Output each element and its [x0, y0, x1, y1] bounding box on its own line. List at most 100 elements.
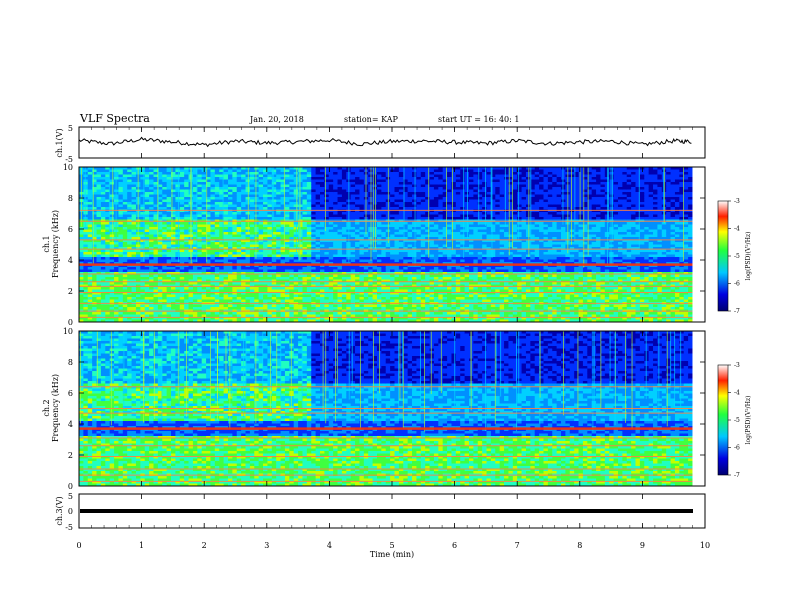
spectrogram-cell	[324, 299, 330, 303]
spectrogram-cell	[249, 252, 255, 255]
spectrogram-cell	[385, 259, 391, 263]
spectrogram-cell	[341, 234, 347, 238]
spectrogram-cell	[276, 312, 281, 315]
spectrogram-cell	[398, 297, 404, 300]
spectrogram-cell	[135, 267, 141, 270]
spectrogram-cell	[267, 274, 273, 278]
spectrogram-cell	[157, 319, 163, 323]
spectrogram-cell	[109, 252, 115, 255]
spectrogram-cell	[162, 264, 168, 268]
spectrogram-cell	[407, 169, 413, 173]
spectrogram-cell	[171, 269, 176, 273]
spectrogram-cell	[306, 259, 312, 263]
spectrogram-cell	[381, 212, 387, 215]
spectrogram-cell	[96, 287, 102, 290]
spectrogram-cell	[127, 234, 132, 238]
spectrogram-cell	[350, 194, 356, 198]
spectrogram-cell	[144, 222, 150, 225]
spectrogram-cell	[87, 194, 93, 198]
spectrogram-cell	[337, 197, 343, 200]
spectrogram-cell	[376, 244, 382, 248]
spectrogram-cell	[289, 197, 295, 200]
spectrogram-cell	[197, 289, 203, 293]
spectrogram-cell	[144, 282, 150, 285]
spectrogram-cell	[368, 234, 373, 238]
spectrogram-cell	[127, 239, 132, 243]
spectrogram-cell	[355, 237, 360, 240]
spectrogram-cell	[245, 254, 251, 258]
spectrogram-cell	[390, 194, 395, 198]
spectrogram-cell	[355, 174, 360, 178]
spectrogram-cell	[109, 267, 115, 270]
spectrogram-cell	[214, 179, 220, 183]
spectrogram-cell	[96, 167, 102, 170]
spectrogram-cell	[398, 257, 404, 260]
spectrogram-cell	[276, 307, 281, 310]
spectrogram-cell	[140, 232, 146, 235]
spectrogram-cell	[320, 247, 325, 250]
spectrogram-cell	[122, 287, 128, 290]
spectrogram-cell	[324, 237, 330, 240]
spectrogram-cell	[425, 312, 430, 315]
spectrogram-cell	[359, 294, 365, 298]
spectrogram-cell	[184, 282, 189, 285]
spectrogram-cell	[355, 177, 360, 180]
spectrogram-cell	[100, 234, 106, 238]
spectrogram-cell	[210, 319, 216, 323]
spectrogram-cell	[109, 187, 115, 190]
spectrogram-cell	[100, 182, 106, 185]
spectrogram-cell	[403, 289, 409, 293]
spectrogram-cell	[232, 282, 238, 285]
spectrogram-cell	[210, 282, 216, 285]
spectrogram-cell	[96, 234, 102, 238]
spectrogram-cell	[105, 189, 111, 193]
spectrogram-cell	[394, 289, 400, 293]
spectrogram-cell	[280, 312, 286, 315]
spectrogram-cell	[214, 307, 220, 310]
spectrogram-cell	[346, 294, 352, 298]
spectrogram-cell	[258, 274, 264, 278]
spectrogram-cell	[355, 269, 360, 273]
spectrogram-cell	[412, 174, 417, 178]
spectrogram-cell	[219, 274, 224, 278]
spectrogram-cell	[140, 169, 146, 173]
spectrogram-cell	[254, 194, 260, 198]
spectrogram-cell	[149, 232, 154, 235]
spectrogram-cell	[355, 287, 360, 290]
spectrogram-cell	[407, 287, 413, 290]
spectrogram-cell	[236, 252, 242, 255]
spectrogram-cell	[420, 217, 426, 220]
spectrogram-cell	[425, 254, 430, 258]
spectrogram-cell	[162, 169, 168, 173]
spectrogram-cell	[149, 239, 154, 243]
spectrogram-cell	[320, 312, 325, 315]
spectrogram-cell	[298, 227, 303, 230]
spectrogram-cell	[92, 209, 97, 213]
spectrogram-cell	[368, 227, 373, 230]
spectrogram-cell	[223, 202, 229, 205]
spectrogram-cell	[372, 287, 378, 290]
spectrogram-cell	[267, 229, 273, 233]
spectrogram-cell	[201, 222, 207, 225]
spectrogram-cell	[166, 199, 172, 203]
spectrogram-cell	[254, 229, 260, 233]
spectrogram-cell	[276, 179, 281, 183]
spectrogram-cell	[359, 259, 365, 263]
spectrogram-cell	[232, 217, 238, 220]
spectrogram-cell	[140, 227, 146, 230]
spectrogram-cell	[315, 192, 321, 195]
spectrogram-cell	[337, 182, 343, 185]
spectrogram-cell	[175, 312, 181, 315]
spectrogram-cell	[105, 209, 111, 213]
spectrogram-cell	[425, 247, 430, 250]
spectrogram-cell	[267, 214, 273, 218]
spectrogram-cell	[175, 169, 181, 173]
spectrogram-cell	[175, 232, 181, 235]
spectrogram-cell	[355, 294, 360, 298]
spectrogram-cell	[192, 312, 198, 315]
spectrogram-cell	[350, 267, 356, 270]
spectrogram-cell	[263, 307, 268, 310]
spectrogram-cell	[197, 174, 203, 178]
spectrogram-cell	[179, 254, 185, 258]
spectrogram-cell	[276, 317, 281, 320]
